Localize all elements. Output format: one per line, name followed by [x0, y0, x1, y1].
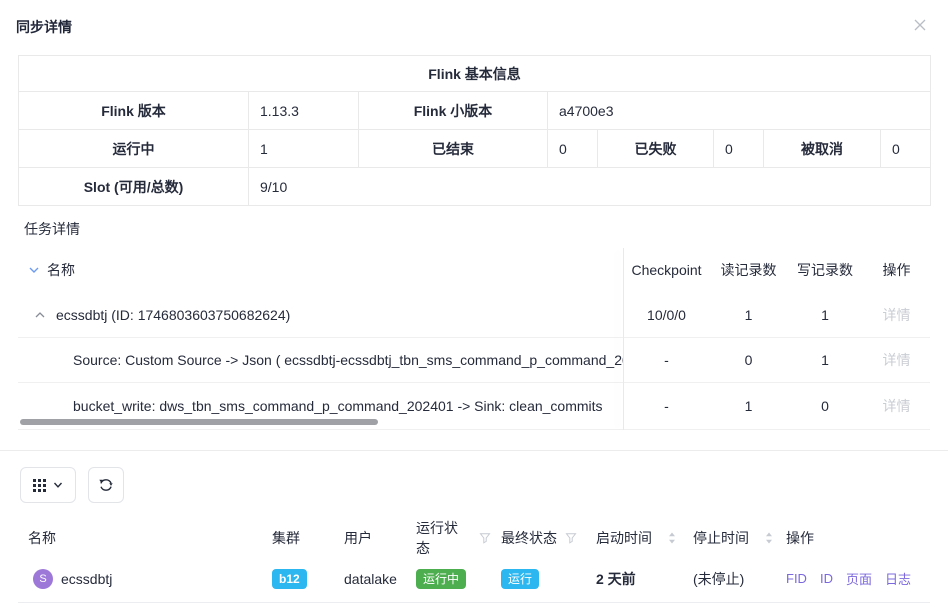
task-checkpoint: - — [664, 352, 669, 368]
slot-value: 9/10 — [247, 167, 932, 206]
col-read-header: 读记录数 — [720, 262, 777, 278]
id-link[interactable]: ID — [819, 571, 833, 586]
collapse-row-icon[interactable] — [34, 309, 46, 321]
canceled-label: 被取消 — [763, 129, 881, 168]
task-table-header: 名称 Checkpoint 读记录数 写记录数 操作 — [18, 248, 930, 292]
expand-all-icon[interactable] — [28, 264, 40, 276]
task-detail-link[interactable]: 详情 — [882, 398, 911, 414]
task-row-sink: bucket_write: dws_tbn_sms_command_p_comm… — [18, 383, 930, 430]
task-name: ecssdbtj (ID: 1746803603750682624) — [56, 306, 291, 323]
jobs-col-start-time[interactable]: 启动时间 — [586, 528, 683, 548]
jobs-col-action: 操作 — [786, 530, 814, 546]
task-read-count: 1 — [744, 398, 753, 414]
sort-icon[interactable] — [765, 532, 773, 544]
drawer-title: 同步详情 — [16, 19, 72, 35]
run-status-badge: 运行中 — [416, 568, 467, 589]
filter-funnel-icon[interactable] — [565, 532, 577, 544]
flink-info-table: Flink 基本信息 Flink 版本 1.13.3 Flink 小版本 a47… — [17, 55, 932, 206]
refresh-icon — [98, 477, 114, 493]
fixed-column-divider — [623, 248, 624, 430]
close-icon — [912, 17, 932, 33]
task-write-count: 1 — [821, 352, 829, 368]
task-row-parent: ecssdbtj (ID: 1746803603750682624) 10/0/… — [18, 292, 930, 338]
column-settings-button[interactable] — [20, 467, 76, 503]
flink-version-value: 1.13.3 — [248, 91, 359, 130]
task-detail-table: 名称 Checkpoint 读记录数 写记录数 操作 ecssdbtj (ID:… — [18, 248, 930, 430]
canceled-value: 0 — [879, 129, 932, 168]
jobs-col-name: 名称 — [28, 530, 56, 546]
horizontal-scrollbar[interactable] — [20, 419, 378, 425]
col-name-header: 名称 — [47, 262, 75, 278]
finished-value: 0 — [547, 129, 598, 168]
jobs-table: 名称 集群 用户 运行状态 最终状态 启动时间 — [18, 518, 930, 603]
flink-minor-label: Flink 小版本 — [358, 91, 548, 130]
flink-info-title: Flink 基本信息 — [17, 55, 932, 92]
task-name: Source: Custom Source -> Json ( ecssdbtj… — [73, 352, 623, 368]
chevron-down-icon — [53, 480, 63, 490]
jobs-col-stop-time[interactable]: 停止时间 — [683, 528, 782, 548]
failed-label: 已失败 — [597, 129, 714, 168]
page-link[interactable]: 页面 — [845, 572, 872, 587]
task-checkpoint: - — [664, 398, 669, 414]
task-row-source: Source: Custom Source -> Json ( ecssdbtj… — [18, 338, 930, 383]
task-detail-link[interactable]: 详情 — [882, 306, 911, 323]
task-detail-section-title: 任务详情 — [24, 221, 80, 237]
job-row: S ecssdbtj b12 datalake 运行中 运行 2 天前 (未停止… — [18, 555, 930, 603]
jobs-col-run-status[interactable]: 运行状态 — [406, 518, 491, 558]
jobs-table-header: 名称 集群 用户 运行状态 最终状态 启动时间 — [18, 518, 930, 556]
task-checkpoint: 10/0/0 — [647, 306, 686, 323]
flink-version-label: Flink 版本 — [18, 91, 249, 130]
failed-value: 0 — [713, 129, 764, 168]
col-checkpoint-header: Checkpoint — [631, 262, 702, 278]
job-user: datalake — [344, 570, 397, 587]
finished-label: 已结束 — [358, 129, 548, 168]
section-divider — [0, 450, 948, 451]
job-stop-time: (未停止) — [693, 570, 745, 587]
task-name: bucket_write: dws_tbn_sms_command_p_comm… — [73, 398, 603, 414]
jobs-col-user: 用户 — [344, 530, 372, 546]
cluster-badge: b12 — [272, 568, 307, 589]
filter-funnel-icon[interactable] — [479, 532, 491, 544]
sort-icon[interactable] — [668, 532, 676, 544]
final-status-badge: 运行 — [501, 568, 540, 589]
fid-link[interactable]: FID — [786, 571, 807, 586]
flink-minor-value: a4700e3 — [546, 91, 932, 130]
jobs-col-final-status[interactable]: 最终状态 — [491, 528, 586, 548]
task-write-count: 1 — [821, 306, 829, 323]
column-settings-icon — [33, 478, 46, 492]
refresh-button[interactable] — [88, 467, 124, 503]
task-detail-link[interactable]: 详情 — [882, 352, 911, 368]
close-button[interactable] — [912, 15, 932, 35]
task-read-count: 1 — [744, 306, 753, 323]
col-write-header: 写记录数 — [797, 262, 853, 278]
log-link[interactable]: 日志 — [884, 572, 911, 587]
jobs-col-cluster: 集群 — [272, 530, 300, 546]
running-value: 1 — [248, 129, 359, 168]
task-write-count: 0 — [821, 398, 829, 414]
task-read-count: 0 — [744, 352, 753, 368]
job-name: ecssdbtj — [61, 570, 113, 587]
slot-label: Slot (可用/总数) — [18, 167, 249, 206]
running-label: 运行中 — [18, 129, 249, 168]
avatar: S — [33, 568, 53, 589]
job-start-time: 2 天前 — [596, 570, 636, 587]
col-action-header: 操作 — [882, 262, 911, 278]
